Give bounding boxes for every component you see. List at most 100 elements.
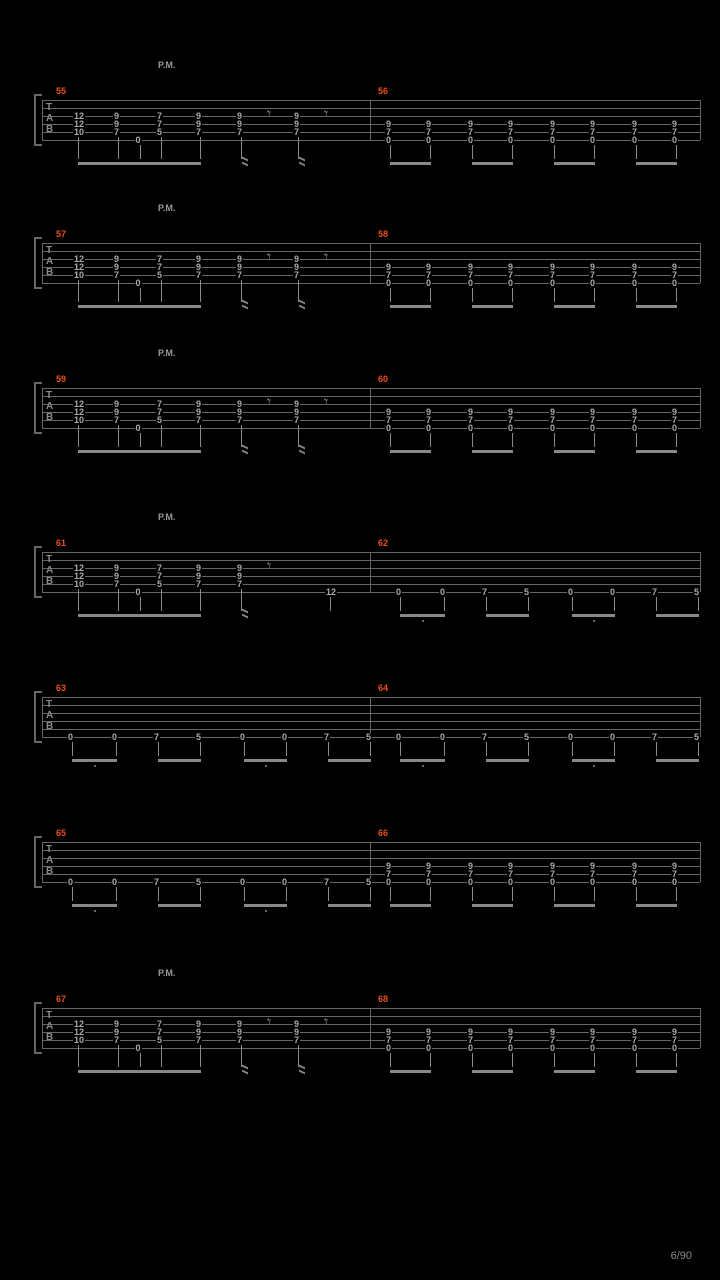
fret-number: 7 <box>195 580 202 589</box>
fret-number: 7 <box>153 878 160 887</box>
measure-number: 63 <box>56 683 66 693</box>
barline <box>370 243 371 283</box>
barline <box>42 100 43 140</box>
beam <box>390 162 431 165</box>
fret-number: 10 <box>73 416 85 425</box>
stem <box>370 742 371 756</box>
page-number: 6/90 <box>671 1250 692 1262</box>
fret-number: 0 <box>549 279 556 288</box>
staff-line <box>42 396 700 397</box>
staff-line <box>42 1040 700 1041</box>
bracket <box>34 94 42 96</box>
beam <box>140 305 163 308</box>
stem <box>698 597 699 611</box>
dot <box>422 765 424 767</box>
tab-letter: T <box>46 846 52 854</box>
stem <box>594 288 595 302</box>
staff-line <box>42 576 700 577</box>
fret-number: 5 <box>156 128 163 137</box>
stem <box>430 887 431 901</box>
tab-letter: A <box>46 258 53 266</box>
stem <box>244 887 245 901</box>
fret-number: 7 <box>236 416 243 425</box>
beam <box>486 759 529 762</box>
stem <box>614 742 615 756</box>
bracket <box>34 596 42 598</box>
fret-number: 0 <box>671 279 678 288</box>
stem <box>78 425 79 447</box>
flag <box>299 157 305 162</box>
stem <box>472 433 473 447</box>
tab-letter: B <box>46 126 53 134</box>
tab-letter: T <box>46 701 52 709</box>
staff-line <box>42 412 700 413</box>
fret-number: 5 <box>523 588 530 597</box>
stem <box>676 433 677 447</box>
beam <box>72 759 117 762</box>
stem <box>72 887 73 901</box>
beam <box>158 904 201 907</box>
stem <box>200 137 201 159</box>
barline <box>700 552 701 592</box>
beam <box>636 904 677 907</box>
fret-number: 0 <box>631 279 638 288</box>
palm-mute-label: P.M. <box>158 60 175 70</box>
staff-line <box>42 251 700 252</box>
barline <box>700 1008 701 1048</box>
stem <box>472 288 473 302</box>
stem <box>676 1053 677 1067</box>
measure-number: 57 <box>56 229 66 239</box>
staff-line <box>42 729 700 730</box>
tab-letter: B <box>46 868 53 876</box>
stem <box>400 597 401 611</box>
bracket <box>34 382 42 384</box>
bracket <box>34 741 42 743</box>
stem <box>676 145 677 159</box>
stem <box>636 1053 637 1067</box>
stem <box>200 887 201 901</box>
stem <box>430 145 431 159</box>
fret-number: 7 <box>481 733 488 742</box>
barline <box>370 842 371 882</box>
stem <box>636 433 637 447</box>
fret-number: 0 <box>507 424 514 433</box>
flag <box>242 609 248 614</box>
bracket <box>34 1052 42 1054</box>
fret-number: 0 <box>467 279 474 288</box>
fret-number: 10 <box>73 580 85 589</box>
stem <box>118 589 119 611</box>
staff-line <box>42 560 700 561</box>
dot <box>94 765 96 767</box>
barline <box>42 552 43 592</box>
beam <box>636 305 677 308</box>
fret-number: 7 <box>236 1036 243 1045</box>
fret-number: 5 <box>523 733 530 742</box>
tab-letter: A <box>46 712 53 720</box>
stem <box>430 288 431 302</box>
stem <box>158 742 159 756</box>
stem <box>116 887 117 901</box>
fret-number: 7 <box>113 128 120 137</box>
beam <box>161 1070 201 1073</box>
bracket <box>34 287 42 289</box>
bracket <box>34 691 36 743</box>
stem <box>572 742 573 756</box>
stem <box>200 589 201 611</box>
stem <box>444 597 445 611</box>
fret-number: 0 <box>111 733 118 742</box>
beam <box>572 614 615 617</box>
stem <box>430 1053 431 1067</box>
fret-number: 0 <box>671 878 678 887</box>
beam <box>140 1070 163 1073</box>
stem <box>161 1045 162 1067</box>
beam <box>472 904 513 907</box>
bracket <box>34 691 42 693</box>
stem <box>594 433 595 447</box>
fret-number: 0 <box>507 878 514 887</box>
staff-line <box>42 552 700 553</box>
eighth-rest: 𝄾 <box>324 394 328 412</box>
stem <box>430 433 431 447</box>
stem <box>486 742 487 756</box>
fret-number: 7 <box>293 271 300 280</box>
dot <box>94 910 96 912</box>
